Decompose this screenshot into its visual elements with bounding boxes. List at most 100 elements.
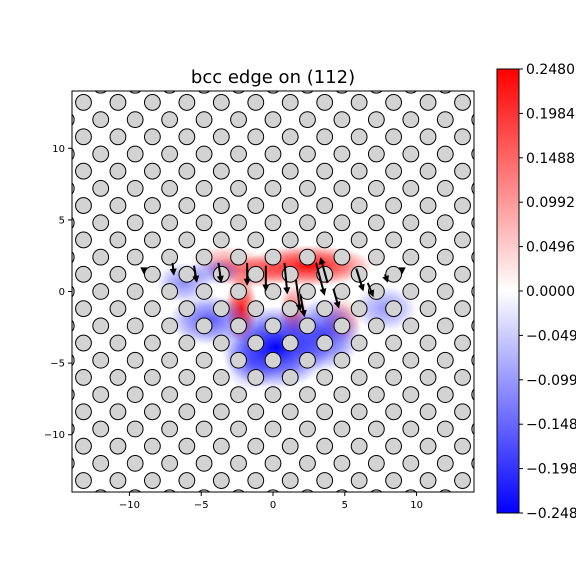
atom: [163, 91, 176, 94]
atom: [109, 265, 127, 283]
atom: [163, 489, 176, 492]
atom: [72, 285, 75, 298]
atom: [454, 403, 471, 421]
atom: [264, 454, 282, 472]
atom: [281, 197, 299, 214]
atom: [92, 248, 110, 266]
atom: [281, 231, 299, 249]
atom: [350, 162, 368, 180]
atom: [266, 91, 280, 94]
atom: [230, 179, 247, 197]
atom: [333, 317, 351, 335]
atom: [404, 489, 417, 492]
atom: [92, 145, 110, 163]
atom: [126, 351, 144, 369]
atom: [335, 489, 349, 492]
atom: [161, 179, 179, 197]
atom: [471, 251, 474, 264]
atom: [385, 334, 402, 352]
atom: [212, 128, 230, 146]
atom: [247, 197, 265, 214]
atom: [195, 248, 213, 266]
atom: [299, 145, 316, 163]
atom: [316, 128, 334, 146]
atom: [454, 265, 471, 283]
atom: [385, 472, 402, 489]
atom: [126, 454, 144, 472]
atom: [367, 386, 385, 404]
atom: [454, 472, 471, 489]
atom: [436, 351, 454, 369]
atom: [316, 437, 334, 455]
atom: [419, 231, 437, 249]
atom: [471, 388, 474, 401]
atom: [454, 231, 471, 249]
atom: [439, 489, 452, 492]
atom: [92, 454, 110, 472]
atom: [264, 145, 282, 163]
atom: [109, 231, 127, 249]
atom: [230, 454, 247, 472]
atom: [178, 231, 196, 249]
atom: [266, 489, 280, 492]
atom: [471, 354, 474, 367]
atom: [92, 351, 110, 369]
atom: [247, 265, 265, 283]
atom: [72, 354, 75, 367]
atom: [436, 454, 454, 472]
atom: [402, 111, 420, 129]
displacement-arrow: [382, 273, 389, 283]
y-tick-label: −5: [50, 359, 65, 370]
displacement-arrow: [299, 294, 307, 318]
atom: [72, 251, 75, 264]
atom: [419, 334, 437, 352]
atom: [350, 369, 368, 386]
atom: [212, 437, 230, 455]
atom: [367, 420, 385, 438]
atom: [75, 162, 92, 180]
atom: [299, 214, 316, 232]
atom: [301, 489, 314, 492]
atom: [212, 403, 230, 421]
atom: [281, 162, 299, 180]
atom: [247, 162, 265, 180]
atom: [264, 179, 282, 197]
atom: [161, 111, 179, 129]
atom: [419, 128, 437, 146]
field-blob: [223, 335, 280, 391]
atom: [264, 351, 282, 369]
x-tick-label: 10: [410, 500, 423, 511]
atom: [264, 317, 282, 335]
chart-title: bcc edge on (112): [191, 67, 355, 88]
atom-layer: [72, 91, 474, 492]
atom: [144, 403, 161, 421]
atom: [316, 472, 334, 489]
atom: [419, 403, 437, 421]
atom: [195, 214, 213, 232]
atom: [471, 319, 474, 332]
atom: [454, 162, 471, 180]
atom: [454, 437, 471, 455]
atom: [144, 94, 161, 111]
atom: [178, 265, 196, 283]
atom: [264, 283, 282, 300]
atom: [126, 179, 144, 197]
atom: [281, 300, 299, 318]
atom: [385, 197, 402, 214]
atom: [385, 128, 402, 146]
atom: [178, 403, 196, 421]
atom: [72, 113, 75, 126]
atom: [281, 369, 299, 386]
atom: [471, 113, 474, 126]
atom: [299, 351, 316, 369]
atom: [75, 369, 92, 386]
atom: [92, 317, 110, 335]
atom: [161, 214, 179, 232]
atom: [367, 214, 385, 232]
colorbar-tick-label: 0.2480: [526, 62, 575, 78]
atom: [350, 403, 368, 421]
atom: [126, 317, 144, 335]
atom: [333, 351, 351, 369]
colorbar-gradient: [496, 68, 520, 514]
displacement-arrow: [318, 257, 329, 284]
